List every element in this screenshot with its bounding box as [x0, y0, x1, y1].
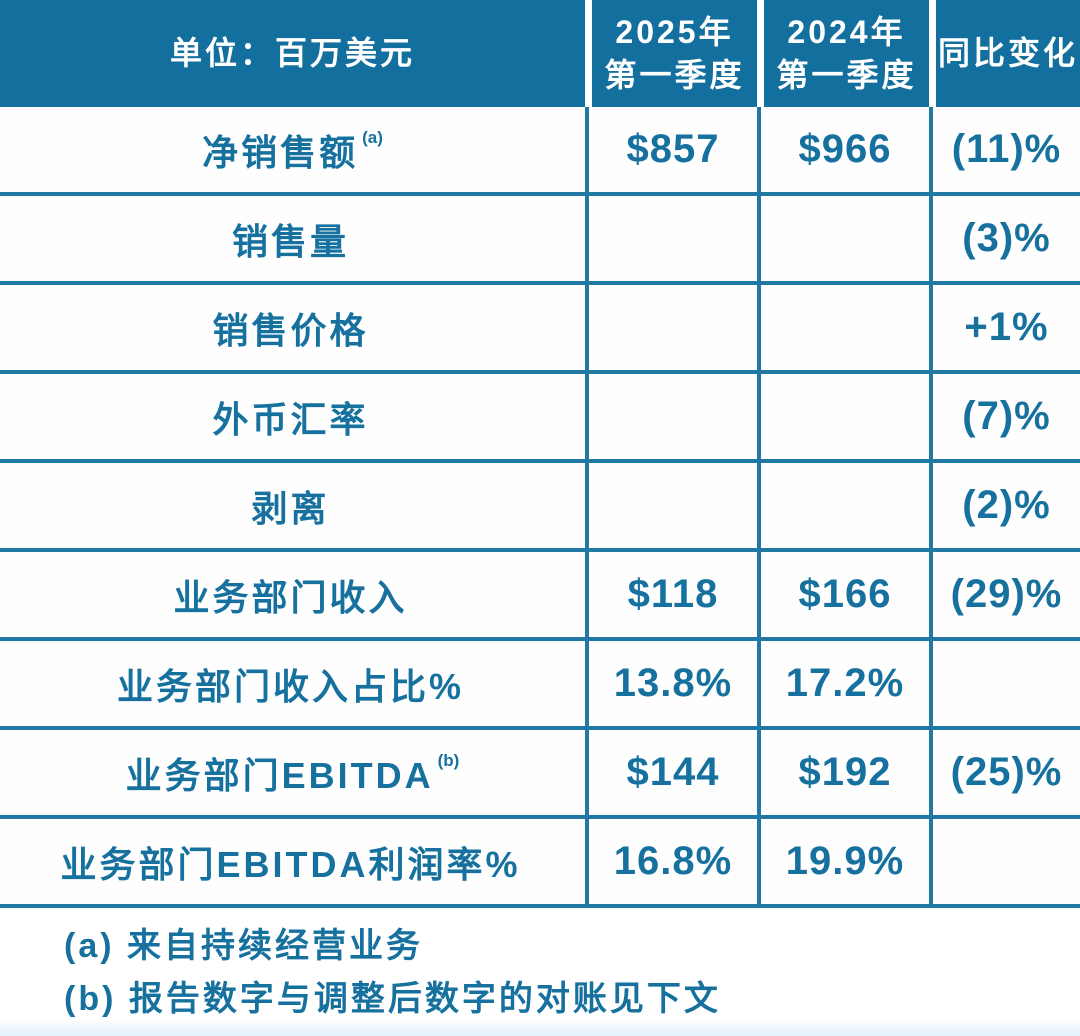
metric-label-cell: 净销售额 (a): [0, 107, 585, 192]
header-2025-quarter: 第一季度: [604, 56, 745, 93]
header-yoy-cell: 同比变化: [929, 0, 1080, 107]
table-row: 净销售额 (a) $857 $966 (11)%: [0, 107, 1080, 196]
header-yoy-label: 同比变化: [937, 35, 1078, 71]
table-row: 剥离 (2)%: [0, 463, 1080, 552]
value-2025-cell: $144: [585, 730, 757, 815]
value-2024-cell: [757, 374, 929, 459]
metric-label: 外币汇率: [212, 398, 369, 440]
yoy-change-cell: (3)%: [929, 196, 1080, 281]
value-2025-cell: 13.8%: [585, 641, 757, 726]
value-2024-cell: $192: [757, 730, 929, 815]
metric-label-cell: 剥离: [0, 463, 585, 548]
value-2025-cell: [585, 196, 757, 281]
metric-label: 业务部门收入: [173, 576, 408, 618]
yoy-change-cell: (25)%: [929, 730, 1080, 815]
yoy-change-cell: (29)%: [929, 552, 1080, 637]
value-2025-cell: [585, 285, 757, 370]
yoy-change-cell: (7)%: [929, 374, 1080, 459]
table-header-row: 单位：百万美元 2025年 第一季度 2024年 第一季度 同比变化: [0, 0, 1080, 107]
header-q1-2025-cell: 2025年 第一季度: [585, 0, 757, 107]
metric-label-cell: 业务部门EBITDA (b): [0, 730, 585, 815]
metric-label: 销售量: [231, 220, 349, 262]
yoy-change-cell: +1%: [929, 285, 1080, 370]
metric-label-cell: 业务部门收入占比%: [0, 641, 585, 726]
table-row: 销售价格 +1%: [0, 285, 1080, 374]
footnote-b: (b) 报告数字与调整后数字的对账见下文: [64, 980, 721, 1018]
metric-label: 业务部门收入占比%: [116, 665, 464, 707]
yoy-change-cell: (11)%: [929, 107, 1080, 192]
metric-label: 剥离: [251, 487, 330, 529]
metric-label-cell: 销售价格: [0, 285, 585, 370]
value-2024-cell: [757, 463, 929, 548]
value-2024-cell: $166: [757, 552, 929, 637]
metric-label-cell: 销售量: [0, 196, 585, 281]
value-2024-cell: [757, 285, 929, 370]
footnote-a: (a) 来自持续经营业务: [64, 927, 423, 965]
value-2025-cell: $118: [585, 552, 757, 637]
metric-label: 业务部门EBITDA利润率%: [60, 843, 521, 885]
header-q1-2024-cell: 2024年 第一季度: [757, 0, 929, 107]
value-2025-cell: [585, 374, 757, 459]
value-2025-cell: 16.8%: [585, 819, 757, 904]
metric-label-cell: 业务部门EBITDA利润率%: [0, 819, 585, 904]
metric-label: 业务部门EBITDA: [125, 754, 434, 796]
table-row: 业务部门EBITDA (b) $144 $192 (25)%: [0, 730, 1080, 819]
header-2024-quarter: 第一季度: [776, 56, 917, 93]
header-2025-year: 2025年: [615, 13, 734, 50]
value-2024-cell: 19.9%: [757, 819, 929, 904]
value-2025-cell: $857: [585, 107, 757, 192]
yoy-change-cell: (2)%: [929, 463, 1080, 548]
yoy-change-cell: [929, 819, 1080, 904]
value-2024-cell: $966: [757, 107, 929, 192]
footnote-ref: (b): [437, 750, 460, 770]
metric-label: 销售价格: [212, 309, 369, 351]
metric-label-cell: 外币汇率: [0, 374, 585, 459]
metric-label-cell: 业务部门收入: [0, 552, 585, 637]
table-row: 业务部门收入占比% 13.8% 17.2%: [0, 641, 1080, 730]
header-unit-cell: 单位：百万美元: [0, 0, 585, 107]
metric-label: 净销售额: [202, 131, 359, 173]
value-2025-cell: [585, 463, 757, 548]
header-2024-year: 2024年: [787, 13, 906, 50]
table-row: 业务部门收入 $118 $166 (29)%: [0, 552, 1080, 641]
value-2024-cell: [757, 196, 929, 281]
table-row: 外币汇率 (7)%: [0, 374, 1080, 463]
table-row: 业务部门EBITDA利润率% 16.8% 19.9%: [0, 819, 1080, 908]
footnotes-section: (a) 来自持续经营业务 (b) 报告数字与调整后数字的对账见下文: [0, 908, 1080, 1036]
yoy-change-cell: [929, 641, 1080, 726]
unit-label: 单位：百万美元: [169, 35, 415, 71]
value-2024-cell: 17.2%: [757, 641, 929, 726]
footnote-ref: (a): [362, 127, 383, 147]
table-row: 销售量 (3)%: [0, 196, 1080, 285]
